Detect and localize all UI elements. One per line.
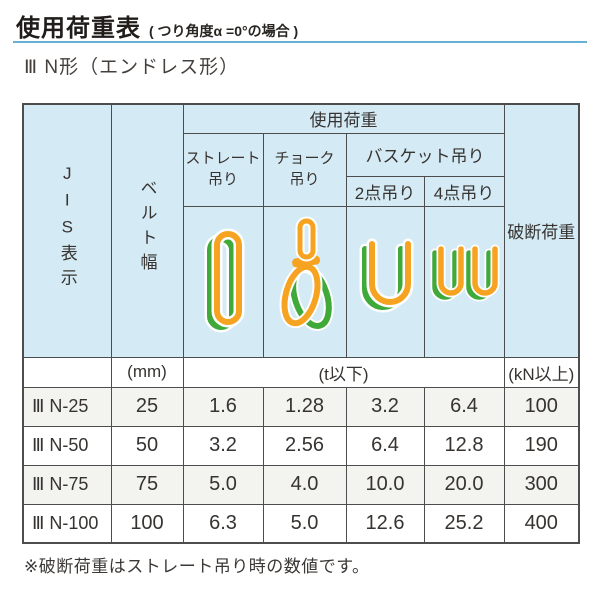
basket-4point-icon-cell: [423, 205, 505, 358]
header-basket-hitch: バスケット吊り: [345, 132, 505, 177]
header-straight-hitch: ストレート 吊り: [182, 132, 264, 207]
choker-value: 1.28: [262, 386, 347, 427]
belt-width-value: 25: [110, 386, 184, 427]
choker-value: 4.0: [262, 464, 347, 505]
straight-value: 1.6: [182, 386, 264, 427]
table-row-n25: Ⅲ N-25 25 1.6 1.28 3.2 6.4 100: [22, 386, 580, 427]
header-basket-2point: 2点吊り: [345, 175, 425, 207]
straight-value: 5.0: [182, 464, 264, 505]
row-label: Ⅲ N-100: [22, 503, 112, 544]
units-belt-width: (mm): [110, 356, 184, 388]
basket-4pt-value: 6.4: [423, 386, 505, 427]
table-row-n75: Ⅲ N-75 75 5.0 4.0 10.0 20.0 300: [22, 464, 580, 505]
basket-4pt-value: 12.8: [423, 425, 505, 466]
straight-value: 3.2: [182, 425, 264, 466]
choker-hitch-icon: [279, 216, 334, 331]
section-subtitle: Ⅲ N形（エンドレス形）: [24, 57, 240, 78]
footnote: ※破断荷重はストレート吊り時の数値です。: [24, 557, 370, 576]
belt-width-value: 50: [110, 425, 184, 466]
basket-4pt-value: 25.2: [423, 503, 505, 544]
belt-width-value: 75: [110, 464, 184, 505]
choker-value: 2.56: [262, 425, 347, 466]
header-belt-width: ベルト幅: [110, 103, 184, 358]
table-row-n100: Ⅲ N-100 100 6.3 5.0 12.6 25.2 400: [22, 503, 580, 544]
units-working-load: (t以下): [182, 356, 505, 388]
header-choker-hitch: チョーク 吊り: [262, 132, 347, 207]
breaking-value: 100: [503, 386, 580, 427]
units-breaking-load: (kN以上): [503, 356, 580, 388]
table-row-n50: Ⅲ N-50 50 3.2 2.56 6.4 12.8 190: [22, 425, 580, 466]
straight-hitch-icon: [204, 228, 244, 332]
basket-2pt-value: 12.6: [345, 503, 425, 544]
basket-2point-hitch-icon: [359, 238, 413, 312]
basket-2point-icon-cell: [345, 205, 425, 358]
belt-width-value: 100: [110, 503, 184, 544]
breaking-value: 190: [503, 425, 580, 466]
units-jis-empty-cell: [22, 356, 112, 388]
header-working-load: 使用荷重: [182, 103, 505, 134]
breaking-value: 400: [503, 503, 580, 544]
choker-hitch-icon-cell: [262, 205, 347, 358]
header-jis: JIS表示: [22, 103, 112, 358]
straight-hitch-icon-cell: [182, 205, 264, 358]
basket-4pt-value: 20.0: [423, 464, 505, 505]
row-label: Ⅲ N-25: [22, 386, 112, 427]
title-underline: [13, 41, 587, 43]
row-label: Ⅲ N-50: [22, 425, 112, 466]
load-capacity-table: JIS表示 ベルト幅 使用荷重 破断荷重 ストレート 吊り チョーク 吊り バス…: [22, 103, 580, 544]
choker-value: 5.0: [262, 503, 347, 544]
basket-2pt-value: 10.0: [345, 464, 425, 505]
basket-2pt-value: 3.2: [345, 386, 425, 427]
header-breaking-load: 破断荷重: [503, 103, 580, 358]
header-basket-4point: 4点吊り: [423, 175, 505, 207]
row-label: Ⅲ N-75: [22, 464, 112, 505]
page-title-block: 使用荷重表 ( つり角度α =0°の場合 ): [16, 8, 298, 43]
straight-value: 6.3: [182, 503, 264, 544]
basket-4point-hitch-icon: [430, 244, 499, 301]
page-title-note: ( つり角度α =0°の場合 ): [149, 23, 299, 39]
basket-2pt-value: 6.4: [345, 425, 425, 466]
breaking-value: 300: [503, 464, 580, 505]
page-title: 使用荷重表: [16, 15, 141, 42]
